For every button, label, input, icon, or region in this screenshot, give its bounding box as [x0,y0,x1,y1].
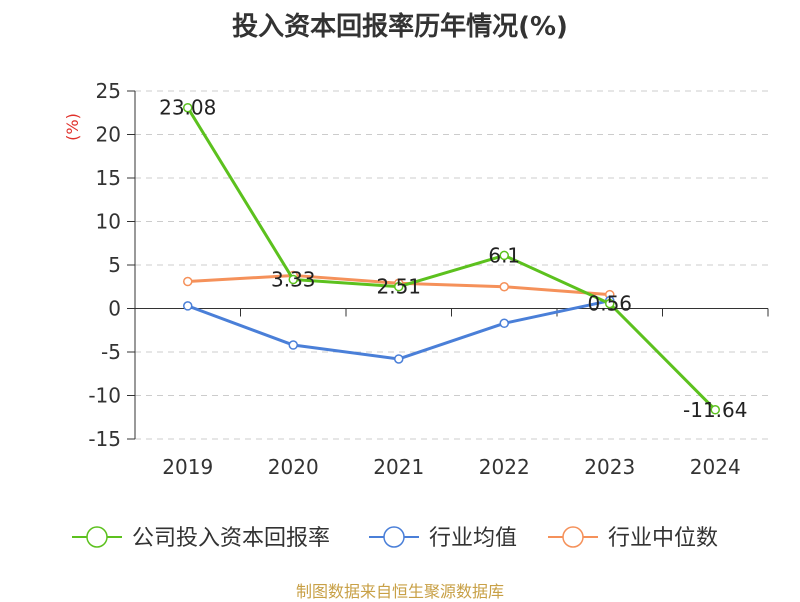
legend-item[interactable]: 行业中位数 [548,526,718,551]
data-point[interactable] [499,282,509,292]
data-point[interactable] [288,340,298,350]
data-point[interactable] [183,276,193,287]
x-tick-label: 2020 [268,455,319,479]
data-point[interactable] [394,281,404,292]
data-point[interactable] [288,274,298,285]
x-tick-label: 2019 [162,455,213,479]
series-line [186,106,717,411]
data-label: 0.56 [587,292,632,316]
data-point[interactable] [710,405,720,415]
legend-label: 行业中位数 [608,526,718,551]
y-tick-label: -15 [88,427,121,451]
data-label-layer: 23.08 3.33 2.51 6.1 0.56 -11.64 [159,96,747,422]
y-tick-label: -5 [101,340,121,364]
data-label: -11.64 [683,398,747,422]
grid-layer [135,90,768,440]
data-point[interactable] [394,354,404,364]
data-label: 3.33 [271,268,316,292]
y-tick-label: 25 [96,79,121,103]
y-tick-label: 0 [108,297,121,321]
data-point[interactable] [499,250,509,261]
data-label: 2.51 [376,275,421,299]
series-layer [183,102,720,415]
x-tick-label: 2023 [584,455,635,479]
y-tick-label: 20 [96,123,121,147]
data-point[interactable] [183,102,193,113]
data-label: 6.1 [488,243,520,267]
legend-label: 公司投入资本回报率 [132,526,330,551]
x-tick-label: 2022 [479,455,530,479]
legend-label: 行业均值 [429,526,517,551]
x-tick-label: 2024 [690,455,741,479]
y-unit-label: (%) [63,113,82,141]
y-tick-label: 10 [96,210,121,234]
legend-marker [383,526,405,548]
y-tick-label: 15 [96,166,121,190]
data-point[interactable] [499,318,509,329]
legend-marker [562,526,584,548]
y-tick-label: 5 [108,253,121,277]
axis-layer: 25 20 15 10 5 0 -5 -10 -15 2019 2020 2021 2022 2023 20… [88,79,769,479]
data-label: 23.08 [159,96,216,120]
series-line [187,299,611,361]
legend-item[interactable]: 公司投入资本回报率 [72,526,330,551]
data-point[interactable] [183,301,193,311]
legend-item[interactable]: 行业均值 [369,526,517,551]
data-point[interactable] [605,298,615,309]
chart-title: 投入资本回报率历年情况(%) [232,12,568,42]
legend[interactable]: 公司投入资本回报率 行业均值 行业中位数 [72,526,718,551]
y-tick-label: -10 [88,384,121,408]
source-note: 制图数据来自恒生聚源数据库 [295,582,504,601]
legend-marker [86,526,108,548]
x-tick-label: 2021 [373,455,424,479]
